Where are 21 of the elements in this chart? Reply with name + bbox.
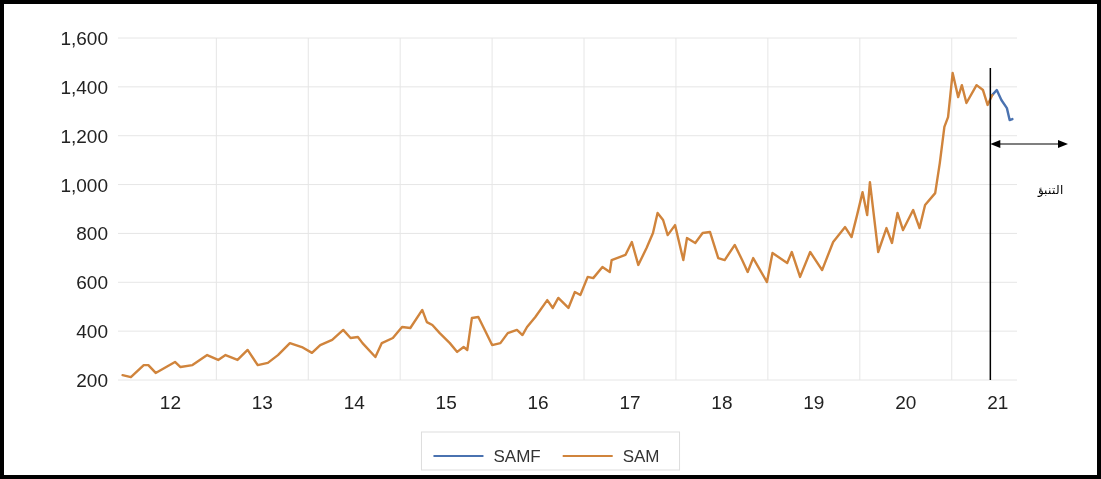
x-tick-label: 21 xyxy=(987,392,1009,413)
legend-label: SAM xyxy=(622,447,660,466)
text: التنبؤ xyxy=(1036,183,1063,197)
x-tick-label: 16 xyxy=(527,392,549,413)
legend-label: SAMF xyxy=(493,447,541,466)
x-tick-label: 19 xyxy=(803,392,825,413)
y-tick-label: 800 xyxy=(76,223,108,245)
y-tick-label: 1,200 xyxy=(60,125,108,147)
y-tick-label: 1,400 xyxy=(60,76,108,98)
y-tick-label: 200 xyxy=(76,370,108,391)
y-tick-label: 1,000 xyxy=(60,174,108,196)
x-tick-label: 20 xyxy=(895,392,917,413)
x-tick-label: 17 xyxy=(619,392,641,413)
x-tick-label: 15 xyxy=(435,392,457,413)
y-tick-label: 400 xyxy=(76,321,108,343)
y-tick-label: 600 xyxy=(76,272,108,294)
y-tick-label: 1,600 xyxy=(60,28,108,49)
x-tick-label: 13 xyxy=(251,392,273,413)
x-tick-label: 18 xyxy=(711,392,733,413)
x-tick-label: 14 xyxy=(343,392,366,413)
x-tick-label: 12 xyxy=(159,392,181,413)
